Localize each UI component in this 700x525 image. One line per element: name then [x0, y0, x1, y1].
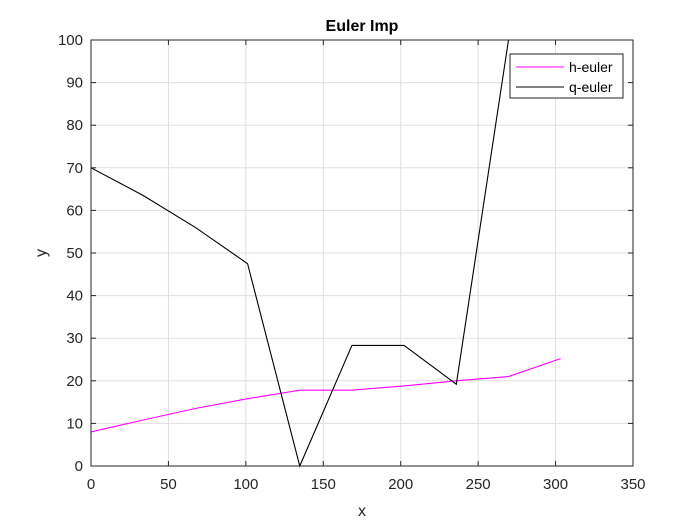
- legend-label-q-euler: q-euler: [569, 79, 613, 95]
- chart-title: Euler Imp: [326, 18, 399, 35]
- y-tick-label: 30: [66, 330, 83, 347]
- legend: h-euler q-euler: [509, 53, 624, 99]
- y-tick-label: 50: [66, 245, 83, 262]
- y-tick-label: 10: [66, 415, 83, 432]
- grid: [91, 40, 633, 466]
- y-axis-label: y: [33, 249, 50, 257]
- y-tick-label: 80: [66, 117, 83, 134]
- axes: [90, 39, 634, 467]
- legend-box: [509, 53, 624, 99]
- x-tick-label: 300: [543, 476, 568, 493]
- y-tick-label: 40: [66, 288, 83, 305]
- y-tick-label: 70: [66, 160, 83, 177]
- x-tick-label: 150: [311, 476, 336, 493]
- y-tick-label: 100: [58, 32, 83, 49]
- y-tick-label: 20: [66, 373, 83, 390]
- tick-labels: 0 50 100 150 200 250 300 350 0 10 20 30 40 50 60 70 80 90…: [58, 32, 646, 493]
- x-tick-label: 250: [466, 476, 491, 493]
- y-tick-label: 0: [75, 458, 83, 475]
- y-tick-label: 90: [66, 75, 83, 92]
- x-tick-label: 200: [388, 476, 413, 493]
- x-tick-label: 0: [87, 476, 95, 493]
- series-line-h-euler: [90, 358, 561, 437]
- series-layer: [90, 39, 561, 468]
- x-axis-label: x: [358, 503, 366, 520]
- series-line-q-euler: [90, 39, 561, 468]
- x-tick-label: 100: [233, 476, 258, 493]
- y-tick-label: 60: [66, 202, 83, 219]
- legend-label-h-euler: h-euler: [569, 59, 613, 75]
- x-tick-label: 350: [620, 476, 645, 493]
- x-tick-label: 50: [160, 476, 177, 493]
